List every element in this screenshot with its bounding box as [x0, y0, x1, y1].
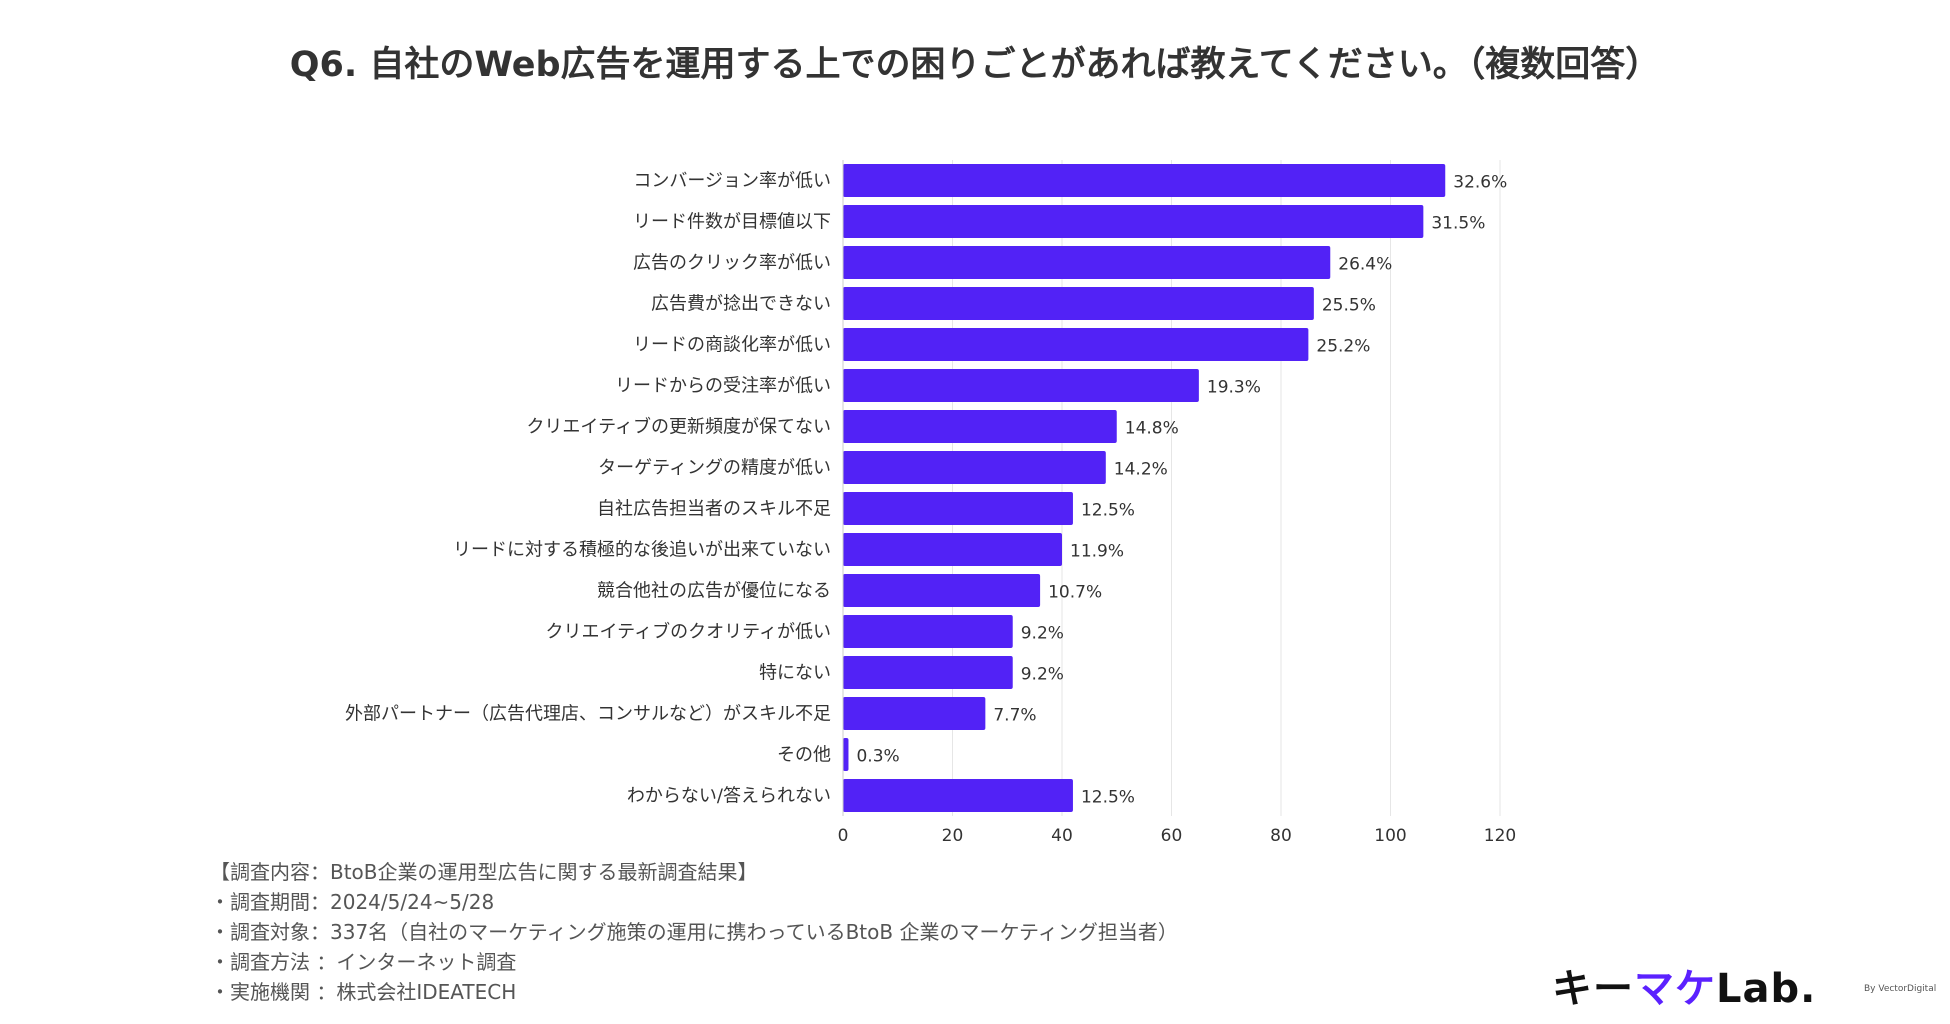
category-label-9: 自社広告担当者のスキル不足 — [597, 499, 831, 520]
value-label-13: 9.2% — [1021, 665, 1064, 685]
bar-12 — [843, 615, 1013, 648]
kiimake-lab-logo: キーマケLab. By VectorDigital — [1552, 956, 1936, 1012]
bar-14 — [843, 697, 986, 730]
bar-10 — [843, 533, 1062, 566]
bar-chart: コンバージョン率が低い 32.6% リード件数が目標値以下 31.5% 広告のクリック率… — [345, 160, 1516, 846]
value-label-12: 9.2% — [1021, 624, 1064, 644]
bar-16 — [843, 779, 1073, 812]
category-label-7: クリエイティブの更新頻度が保てない — [526, 416, 831, 438]
value-label-8: 14.2% — [1114, 460, 1168, 480]
bar-5 — [843, 328, 1309, 361]
x-tick-label-80: 80 — [1270, 826, 1292, 846]
value-label-15: 0.3% — [856, 747, 899, 767]
x-tick-label-20: 20 — [942, 826, 964, 846]
category-label-1: コンバージョン率が低い — [633, 171, 831, 192]
note-survey-content: 【調査内容：BtoB企業の運用型広告に関する最新調査結果】 — [210, 860, 758, 884]
category-label-6: リードからの受注率が低い — [615, 376, 831, 397]
logo-wordmark: キーマケLab. — [1552, 956, 1816, 1014]
category-label-4: 広告費が捻出できない — [651, 294, 831, 315]
value-label-9: 12.5% — [1081, 501, 1135, 521]
x-tick-label-0: 0 — [838, 826, 849, 846]
category-label-10: リードに対する積極的な後追いが出来ていない — [453, 540, 831, 561]
bar-7 — [843, 410, 1117, 443]
value-label-7: 14.8% — [1125, 419, 1179, 439]
bar-13 — [843, 656, 1013, 689]
note-survey-org: ・実施機関 ：株式会社IDEATECH — [210, 980, 517, 1004]
x-tick-label-120: 120 — [1484, 826, 1516, 846]
logo-byline: By VectorDigital — [1864, 984, 1937, 994]
survey-notes: 【調査内容：BtoB企業の運用型広告に関する最新調査結果】 ・調査期間：2024… — [210, 857, 1178, 1007]
value-label-10: 11.9% — [1070, 542, 1124, 562]
note-survey-target: ・調査対象：337名（自社のマーケティング施策の運用に携わっているBtoB 企業… — [210, 920, 1178, 944]
x-tick-label-60: 60 — [1161, 826, 1183, 846]
bar-4 — [843, 287, 1314, 320]
category-label-15: その他 — [777, 745, 831, 766]
category-label-3: 広告のクリック率が低い — [633, 253, 831, 274]
category-label-12: クリエイティブのクオリティが低い — [546, 621, 831, 643]
category-label-11: 競合他社の広告が優位になる — [597, 581, 831, 602]
value-label-16: 12.5% — [1081, 788, 1135, 808]
bar-9 — [843, 492, 1073, 525]
value-label-3: 26.4% — [1338, 255, 1392, 275]
bar-15 — [843, 738, 849, 771]
bar-1 — [843, 164, 1446, 197]
x-tick-label-40: 40 — [1051, 826, 1073, 846]
x-tick-label-100: 100 — [1374, 826, 1406, 846]
category-label-14: 外部パートナー（広告代理店、コンサルなど）がスキル不足 — [345, 704, 831, 725]
bar-11 — [843, 574, 1041, 607]
chart-title: Q6. 自社のWeb広告を運用する上での困りごとがあれば教えてください。（複数回… — [289, 45, 1661, 85]
note-survey-period: ・調査期間：2024/5/24~5/28 — [210, 890, 495, 914]
bar-2 — [843, 205, 1424, 238]
value-label-4: 25.5% — [1322, 296, 1376, 316]
note-survey-method: ・調査方法 ：インターネット調査 — [210, 950, 517, 974]
category-label-16: わからない/答えられない — [627, 786, 831, 807]
category-label-5: リードの商談化率が低い — [633, 335, 831, 356]
category-label-8: ターゲティングの精度が低い — [598, 458, 831, 479]
logo-text-1: キー — [1552, 966, 1634, 1012]
value-label-5: 25.2% — [1316, 337, 1370, 357]
bar-6 — [843, 369, 1199, 402]
bar-8 — [843, 451, 1106, 484]
logo-text-2: マケ — [1634, 966, 1716, 1012]
value-label-2: 31.5% — [1431, 214, 1485, 234]
bar-3 — [843, 246, 1331, 279]
value-label-11: 10.7% — [1048, 583, 1102, 603]
category-label-13: 特にない — [759, 663, 831, 684]
value-label-14: 7.7% — [993, 706, 1036, 726]
logo-text-3: Lab. — [1716, 966, 1817, 1012]
value-label-6: 19.3% — [1207, 378, 1261, 398]
value-label-1: 32.6% — [1453, 173, 1507, 193]
category-label-2: リード件数が目標値以下 — [633, 212, 831, 233]
